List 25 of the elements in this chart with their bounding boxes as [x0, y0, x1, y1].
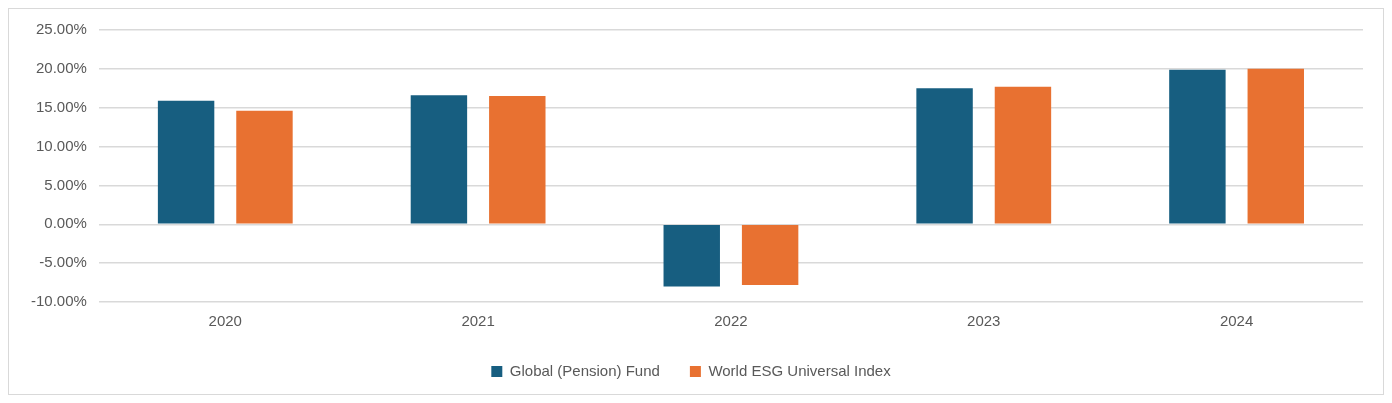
legend-label: World ESG Universal Index — [708, 361, 892, 379]
bar — [1247, 68, 1304, 224]
bar — [994, 86, 1052, 224]
y-tick-label: 0.00% — [44, 214, 87, 232]
y-tick-label: 15.00% — [35, 97, 87, 115]
bar — [489, 96, 546, 224]
x-tick-label: 2022 — [714, 312, 748, 330]
bar — [410, 95, 468, 224]
x-tick-label: 2021 — [461, 312, 495, 330]
bar — [157, 100, 215, 224]
bar — [1169, 69, 1226, 224]
y-tick-label: -5.00% — [39, 253, 87, 271]
bar — [916, 88, 973, 224]
x-tick-label: 2024 — [1219, 312, 1254, 330]
y-tick-label: 10.00% — [35, 136, 87, 154]
y-tick-label: 20.00% — [35, 59, 87, 76]
x-tick-label: 2023 — [967, 312, 1001, 330]
bar — [741, 225, 799, 285]
y-tick-label: -10.00% — [30, 292, 87, 310]
bar — [663, 225, 720, 287]
y-tick-label: 25.00% — [35, 20, 87, 38]
y-tick-label: 5.00% — [44, 175, 87, 193]
bar — [236, 110, 293, 224]
legend-label: Global (Pension) Fund — [509, 361, 660, 379]
x-tick-label: 2020 — [208, 312, 242, 330]
